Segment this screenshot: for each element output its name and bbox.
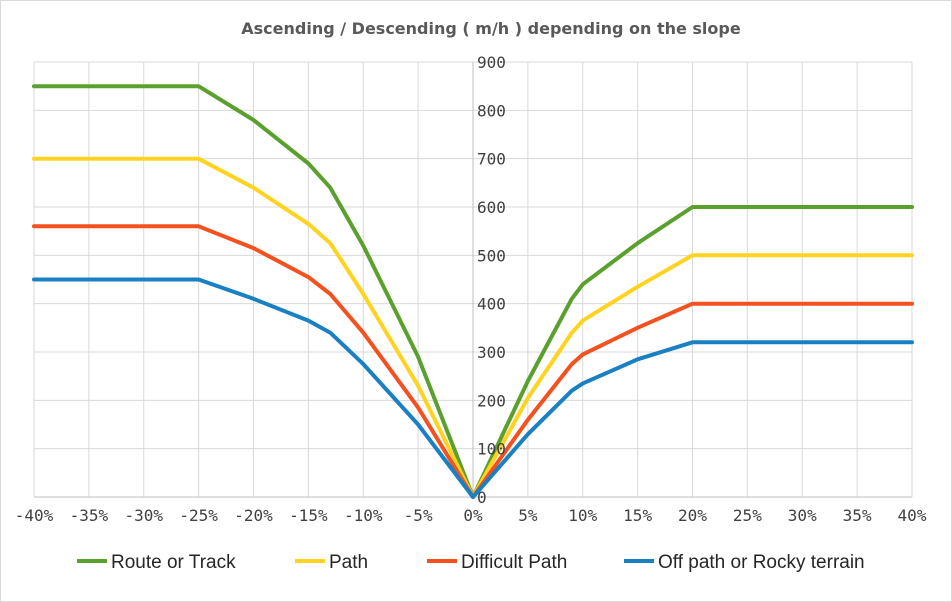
y-tick-label: 500 <box>477 246 506 265</box>
y-tick-label: 200 <box>477 391 506 410</box>
x-tick-label: 35% <box>843 506 872 525</box>
legend-label: Path <box>329 552 368 573</box>
legend-label: Off path or Rocky terrain <box>658 552 865 573</box>
x-tick-label: -30% <box>124 506 163 525</box>
chart-title: Ascending / Descending ( m/h ) depending… <box>241 19 741 38</box>
series-lines <box>32 84 914 499</box>
legend-item: Off path or Rocky terrain <box>624 552 865 573</box>
series-line <box>32 277 914 499</box>
y-tick-label: 800 <box>477 101 506 120</box>
x-tick-label: 10% <box>568 506 597 525</box>
x-tick-label: 40% <box>898 506 927 525</box>
x-tick-label: 30% <box>788 506 817 525</box>
x-tick-label: 5% <box>518 506 538 525</box>
y-tick-label: 900 <box>477 53 506 72</box>
x-tick-label: 25% <box>733 506 762 525</box>
x-tick-label: -40% <box>15 506 54 525</box>
x-tick-label: 15% <box>623 506 652 525</box>
x-tick-label: -20% <box>234 506 273 525</box>
tick-labels: -40% -35% -30% -25% -20% -15% -10% -5% 0% 5% 10% 15… <box>15 53 927 525</box>
y-tick-label: 700 <box>477 150 506 169</box>
x-tick-label: -15% <box>289 506 328 525</box>
legend-item: Difficult Path <box>427 552 567 573</box>
x-tick-label: 0% <box>463 506 483 525</box>
legend: Route or Track Path Difficult Path Off path… <box>77 552 865 573</box>
y-tick-label: 100 <box>477 440 506 459</box>
y-tick-label: 400 <box>477 295 506 314</box>
x-tick-label: -25% <box>179 506 218 525</box>
series-line <box>32 84 914 499</box>
series-line <box>32 224 914 499</box>
x-tick-label: -10% <box>344 506 383 525</box>
y-tick-label: 0 <box>477 488 487 507</box>
series-line <box>32 156 914 499</box>
x-tick-label: -35% <box>70 506 109 525</box>
legend-item: Route or Track <box>77 552 236 573</box>
y-tick-label: 300 <box>477 343 506 362</box>
legend-item: Path <box>295 552 368 573</box>
x-tick-label: -5% <box>404 506 433 525</box>
y-tick-label: 600 <box>477 198 506 217</box>
legend-label: Difficult Path <box>461 552 567 573</box>
x-tick-label: 20% <box>678 506 707 525</box>
legend-label: Route or Track <box>111 552 236 573</box>
